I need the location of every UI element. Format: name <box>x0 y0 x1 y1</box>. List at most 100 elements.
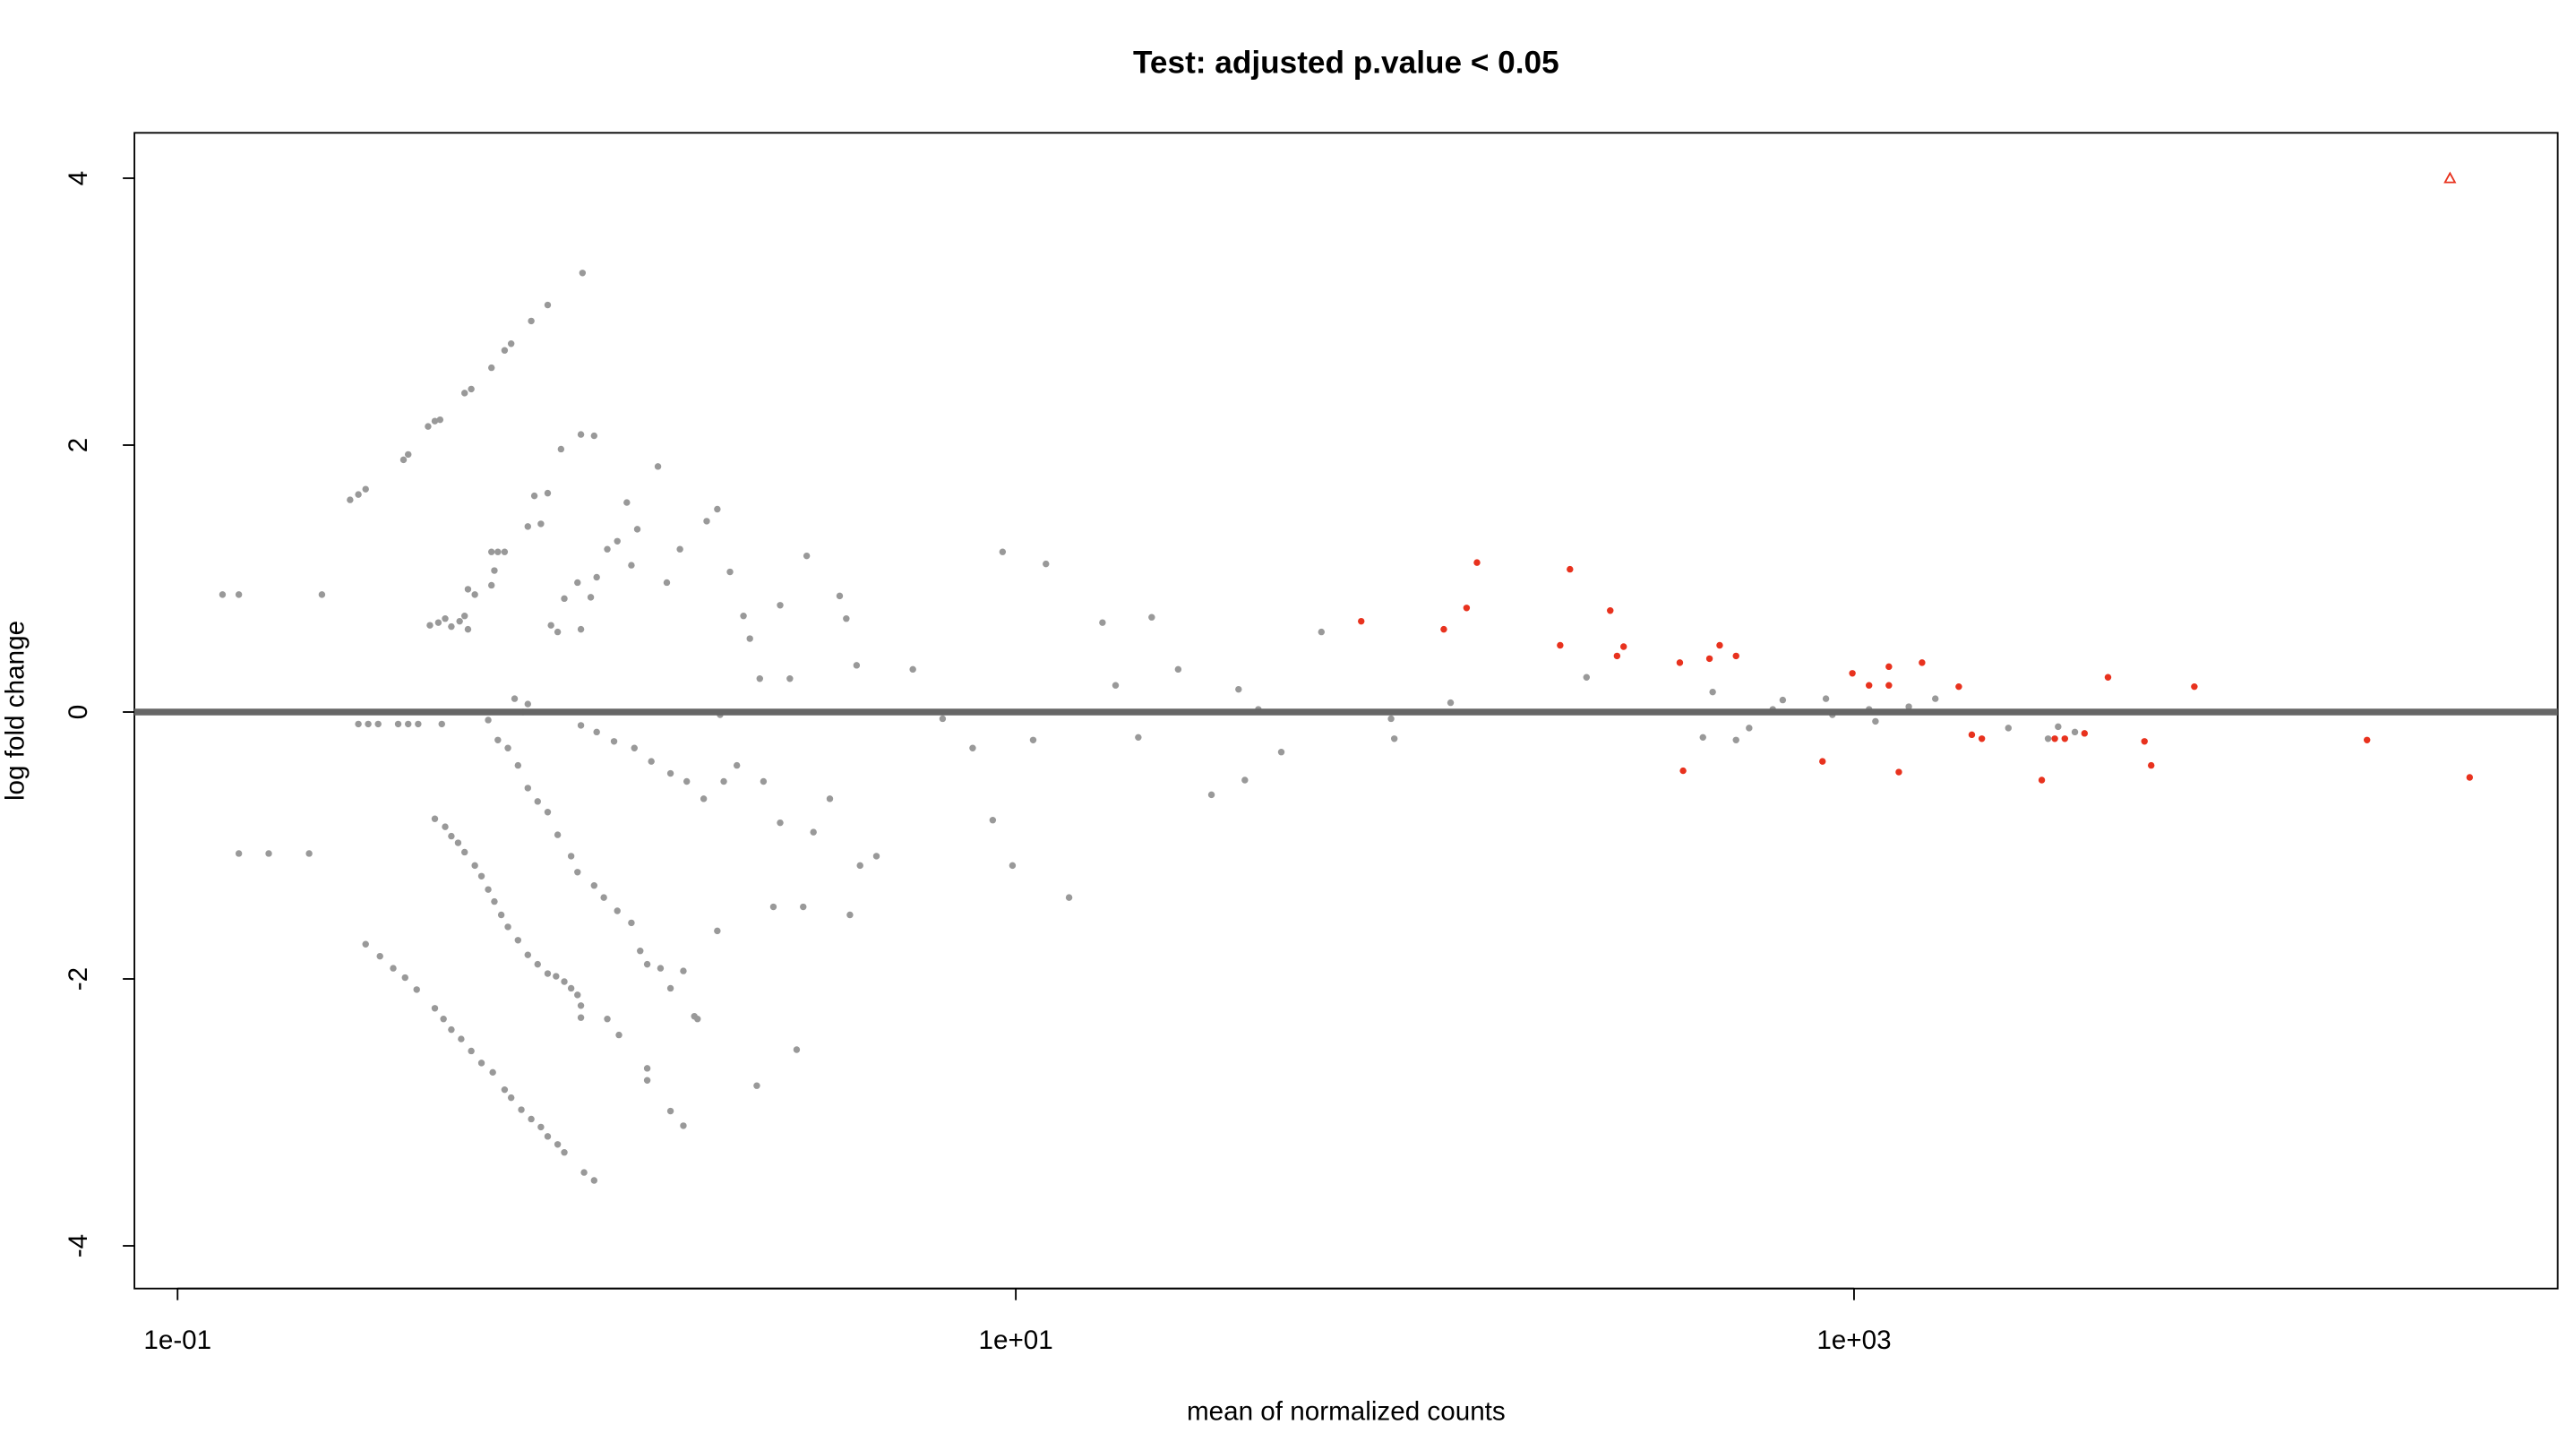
point <box>593 573 600 581</box>
point <box>1135 734 1142 742</box>
point <box>2104 674 2112 681</box>
point <box>468 1047 475 1055</box>
point <box>604 545 611 553</box>
point <box>1716 641 1723 649</box>
point <box>544 970 552 977</box>
point <box>485 886 492 893</box>
point <box>362 485 369 493</box>
point <box>1895 768 1902 776</box>
point <box>528 317 535 325</box>
point <box>1607 607 1614 614</box>
point <box>504 744 511 751</box>
point <box>637 948 644 955</box>
point <box>1819 758 1826 765</box>
point <box>615 1031 623 1039</box>
point <box>524 700 532 708</box>
outlier-marker <box>2443 171 2457 184</box>
point <box>2081 730 2089 737</box>
y-tick-label: 4 <box>64 171 93 186</box>
point <box>394 720 402 728</box>
point <box>666 1107 674 1115</box>
point <box>567 853 575 860</box>
point <box>1619 643 1627 650</box>
point <box>577 722 585 729</box>
point <box>436 416 444 424</box>
point <box>574 869 581 876</box>
y-tick-label: 0 <box>64 705 93 720</box>
point <box>561 978 568 985</box>
point <box>1679 767 1687 775</box>
point <box>703 518 710 525</box>
point <box>567 984 575 992</box>
point <box>544 809 552 816</box>
point <box>1613 652 1621 660</box>
point <box>524 523 532 530</box>
point <box>362 940 369 948</box>
point <box>999 548 1007 555</box>
point <box>468 385 475 393</box>
point <box>1557 641 1564 649</box>
point <box>836 592 844 600</box>
point <box>574 991 581 999</box>
point <box>497 911 505 919</box>
point <box>753 1082 760 1089</box>
point <box>680 1122 687 1129</box>
point <box>1473 559 1481 566</box>
point <box>2061 735 2069 742</box>
point <box>714 927 721 935</box>
point <box>577 1014 585 1021</box>
point <box>740 613 747 620</box>
point <box>265 850 272 857</box>
point <box>756 675 763 682</box>
point <box>843 614 850 622</box>
point <box>2141 738 2148 745</box>
point <box>537 520 545 528</box>
point <box>643 960 651 968</box>
point <box>554 1141 562 1148</box>
point <box>501 548 509 555</box>
point <box>431 417 439 425</box>
point <box>631 744 638 751</box>
point <box>579 270 587 277</box>
point <box>1447 699 1455 707</box>
point <box>442 823 449 830</box>
point <box>793 1046 801 1053</box>
point <box>909 665 916 674</box>
point <box>355 491 362 498</box>
point <box>434 619 442 626</box>
point <box>786 675 794 682</box>
point <box>219 591 227 598</box>
point <box>488 364 495 372</box>
point <box>537 1123 545 1131</box>
point <box>1390 735 1398 742</box>
point <box>485 716 492 724</box>
point <box>507 1094 515 1102</box>
point <box>1885 663 1893 671</box>
point <box>1387 715 1395 723</box>
point <box>448 1025 455 1034</box>
point <box>1931 695 1939 702</box>
point <box>507 340 515 348</box>
point <box>577 1002 585 1009</box>
point <box>491 567 498 574</box>
point <box>524 951 532 958</box>
point <box>628 562 635 569</box>
point <box>431 815 439 822</box>
point <box>803 552 811 560</box>
point <box>574 579 581 587</box>
point <box>720 777 727 785</box>
point <box>461 390 468 397</box>
point <box>1705 655 1713 663</box>
point <box>663 579 671 587</box>
point <box>376 952 383 960</box>
point <box>477 1060 485 1067</box>
point <box>554 831 562 838</box>
point <box>431 1005 439 1012</box>
point <box>488 548 495 555</box>
point <box>514 761 522 769</box>
point <box>1872 717 1879 725</box>
point <box>425 423 432 430</box>
point <box>989 816 997 824</box>
point <box>488 581 495 589</box>
